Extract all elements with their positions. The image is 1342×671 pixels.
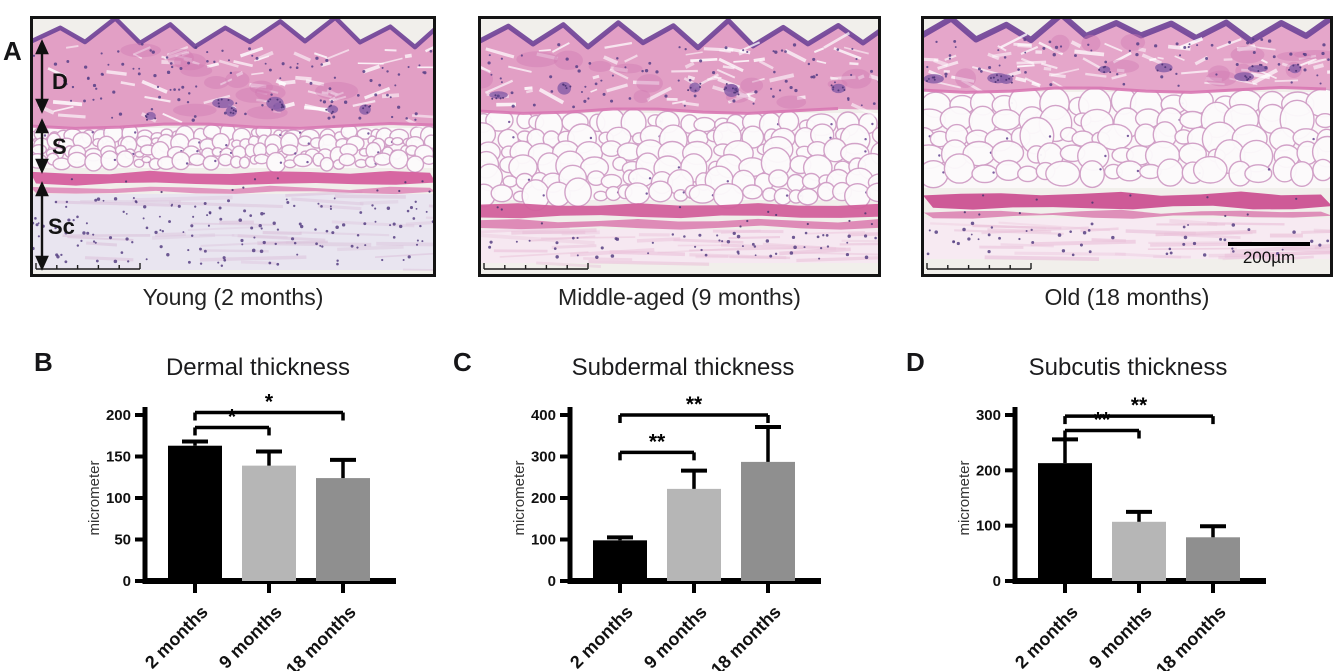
x-tick-label: 18 months	[707, 602, 785, 671]
significance-stars: *	[228, 405, 237, 428]
x-tick-label: 9 months	[640, 602, 711, 671]
y-tick-label: 0	[993, 573, 1001, 590]
scale-bar-label: 200µm	[1242, 248, 1296, 267]
x-tick-label: 9 months	[215, 602, 286, 671]
layer-annotation-arrows	[35, 39, 49, 271]
chart-subcutis-thickness: Subcutis thickness micrometer 0 100 200 300 2 …	[956, 354, 1266, 671]
micro-ruler	[35, 263, 141, 270]
y-axis-label: micrometer	[511, 460, 528, 535]
y-tick-label: 150	[106, 449, 131, 466]
y-tick-label: 0	[123, 573, 131, 590]
y-tick-label: 100	[976, 518, 1001, 535]
x-tick-label: 9 months	[1085, 602, 1156, 671]
y-tick-label: 200	[531, 490, 556, 507]
y-axis-label: micrometer	[86, 460, 103, 535]
scale-bar: 200µm	[1228, 242, 1310, 268]
bar	[1186, 537, 1240, 581]
histology-image-middle-aged	[478, 16, 881, 277]
panel-b-label: B	[34, 347, 53, 377]
panel-a-label: A	[3, 36, 22, 66]
bar	[1112, 521, 1166, 581]
significance-stars: **	[1094, 408, 1111, 431]
chart-title: Subdermal thickness	[572, 354, 795, 381]
caption-middle-aged: Middle-aged (9 months)	[558, 284, 801, 310]
y-tick-label: 200	[106, 407, 131, 424]
subdermal-label: S	[52, 134, 67, 159]
y-tick-label: 300	[976, 407, 1001, 424]
scale-bar-line	[1228, 242, 1310, 246]
dermis-label: D	[52, 69, 68, 94]
y-axis-label: micrometer	[956, 460, 973, 535]
chart-dermal-thickness: Dermal thickness micrometer 0 50 100 150 200 2 …	[86, 354, 396, 671]
significance-stars: *	[265, 391, 274, 414]
bar	[168, 445, 222, 581]
y-tick-label: 0	[548, 573, 556, 590]
panel-c-label: C	[453, 347, 472, 377]
histology-svg-young	[30, 16, 436, 277]
significance-stars: **	[649, 430, 666, 453]
caption-young: Young (2 months)	[142, 284, 324, 310]
significance-stars: **	[686, 393, 703, 416]
y-tick-label: 300	[531, 449, 556, 466]
y-tick-label: 100	[531, 532, 556, 549]
histology-image-young	[30, 16, 436, 277]
caption-old: Old (18 months)	[1044, 284, 1210, 310]
chart-title: Dermal thickness	[166, 354, 350, 381]
histology-image-old	[921, 16, 1333, 277]
bar	[741, 461, 795, 581]
histology-svg-old	[921, 16, 1333, 277]
x-tick-label: 18 months	[282, 602, 360, 671]
significance-stars: **	[1131, 394, 1148, 417]
subcutis-label: Sc	[48, 214, 75, 239]
micro-ruler	[926, 263, 1032, 270]
bar	[593, 540, 647, 581]
y-tick-label: 200	[976, 462, 1001, 479]
bar	[667, 488, 721, 581]
bar	[316, 478, 370, 581]
panel-d-label: D	[906, 347, 925, 377]
y-tick-label: 400	[531, 407, 556, 424]
bar	[242, 465, 296, 581]
chart-title: Subcutis thickness	[1029, 354, 1228, 381]
x-tick-label: 2 months	[141, 602, 212, 671]
bar	[1038, 463, 1092, 581]
chart-subdermal-thickness: Subdermal thickness micrometer 0 100 200 300 4…	[511, 354, 821, 671]
x-tick-label: 18 months	[1152, 602, 1230, 671]
micro-ruler	[483, 263, 589, 270]
y-tick-label: 50	[114, 532, 131, 549]
y-tick-label: 100	[106, 490, 131, 507]
histology-svg-middle-aged	[478, 16, 881, 277]
x-tick-label: 2 months	[566, 602, 637, 671]
x-tick-label: 2 months	[1011, 602, 1082, 671]
